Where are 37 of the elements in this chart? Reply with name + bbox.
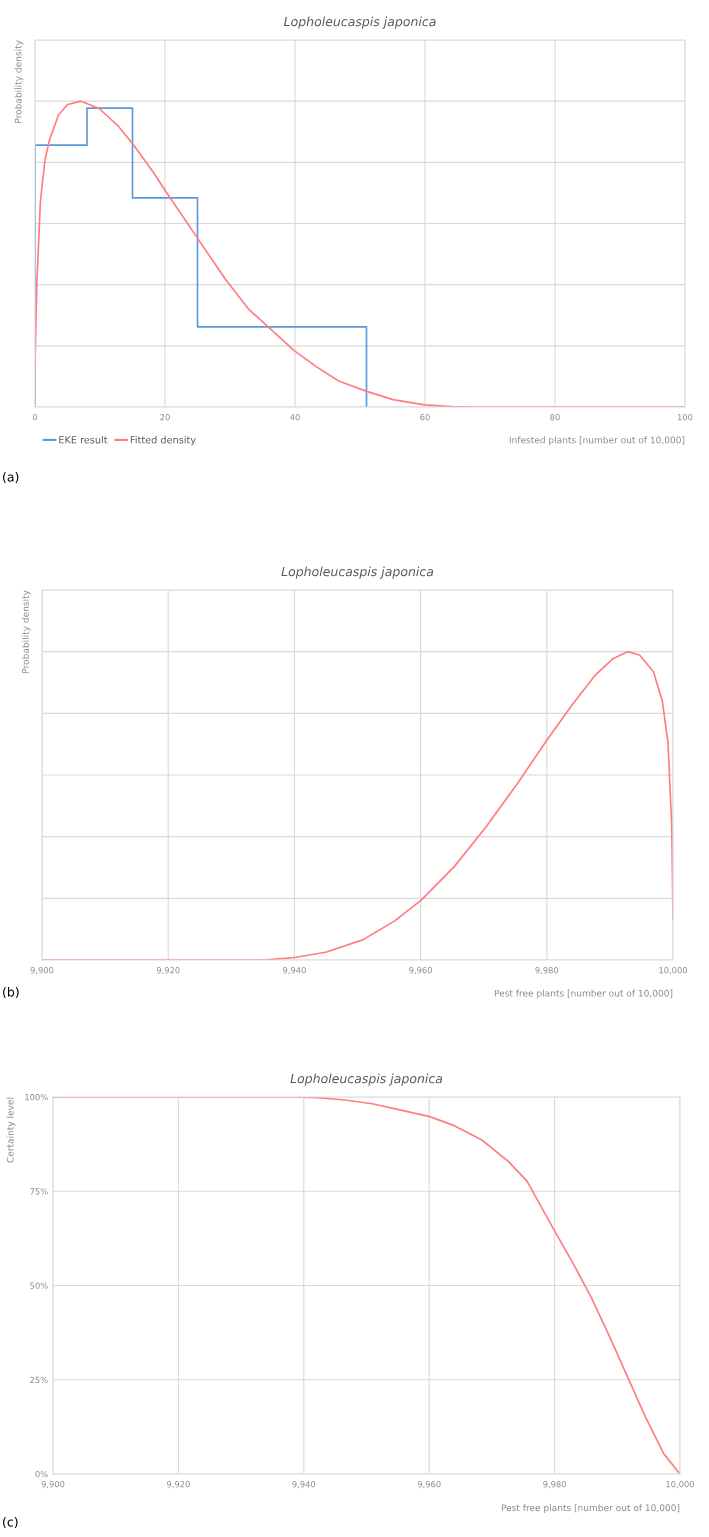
x-tick-label: 40 <box>290 414 300 421</box>
x-tick-label: 9,920 <box>156 967 180 975</box>
legend-label: EKE result <box>59 435 108 444</box>
y-tick-label: 100% <box>25 1093 48 1101</box>
x-axis-title: Infested plants [number out of 10,000] <box>509 436 685 446</box>
x-tick-label: 9,940 <box>292 1481 316 1489</box>
x-tick-label: 0 <box>32 414 38 421</box>
x-tick-label: 20 <box>160 414 170 421</box>
text: (c) <box>3 1516 18 1529</box>
y-tick-label: 75% <box>30 1188 48 1195</box>
y-tick-label: 50% <box>30 1282 48 1289</box>
text: (b) <box>3 986 19 999</box>
x-tick-label: 9,980 <box>535 967 559 975</box>
x-axis-title: Pest free plants [number out of 10,000] <box>501 1504 680 1513</box>
text: (a) <box>3 471 19 484</box>
legend-label: Fitted density <box>130 435 196 446</box>
chart-title: Lopholeucaspis japonica <box>290 1073 443 1086</box>
chart-title: Lopholeucaspis japonica <box>281 566 434 579</box>
y-tick-label: 0% <box>35 1470 48 1478</box>
x-tick-label: 9,980 <box>543 1481 566 1489</box>
x-tick-label: 9,900 <box>30 967 54 975</box>
x-tick-label: 9,900 <box>41 1481 65 1489</box>
y-axis-title: Certainty level <box>6 1097 16 1163</box>
x-tick-label: 60 <box>420 414 430 421</box>
x-tick-label: 9,920 <box>167 1481 190 1489</box>
y-tick-label: 25% <box>30 1376 48 1384</box>
chart-title: Lopholeucaspis japonica <box>283 16 436 29</box>
x-tick-label: 80 <box>550 414 560 421</box>
x-tick-label: 10,000 <box>659 967 688 975</box>
y-axis-title: Probability density <box>14 40 24 123</box>
x-tick-label: 100 <box>677 414 693 421</box>
x-tick-label: 9,960 <box>409 967 432 975</box>
x-tick-label: 9,940 <box>283 967 306 975</box>
y-axis-title: Probability density <box>21 590 31 673</box>
x-tick-label: 10,000 <box>666 1481 695 1489</box>
x-axis-title: Pest free plants [number out of 10,000] <box>494 989 673 999</box>
x-tick-label: 9,960 <box>417 1481 441 1489</box>
